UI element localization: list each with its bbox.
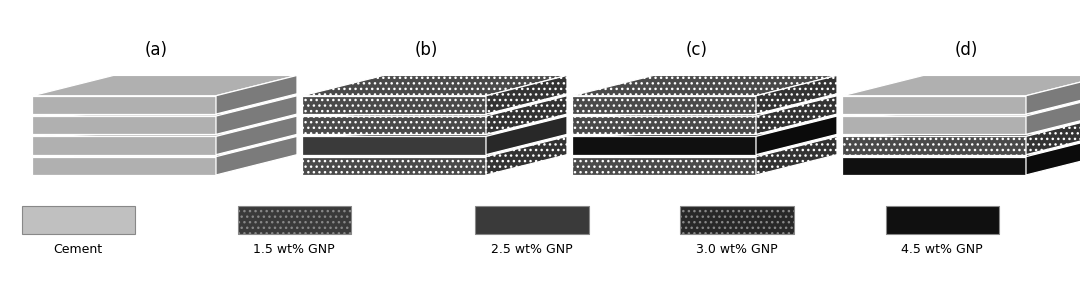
Polygon shape: [680, 206, 794, 234]
Polygon shape: [22, 206, 135, 234]
Polygon shape: [32, 134, 297, 136]
Polygon shape: [572, 134, 837, 136]
Polygon shape: [32, 157, 216, 175]
Polygon shape: [238, 206, 351, 234]
Polygon shape: [842, 116, 1026, 135]
Polygon shape: [32, 76, 297, 96]
Text: 1.5 wt% GNP: 1.5 wt% GNP: [254, 243, 335, 255]
Text: (b): (b): [415, 41, 438, 59]
Polygon shape: [302, 114, 567, 116]
Polygon shape: [486, 76, 567, 114]
Polygon shape: [475, 206, 589, 234]
Polygon shape: [572, 116, 756, 135]
Polygon shape: [302, 136, 486, 155]
Polygon shape: [572, 76, 837, 96]
Text: (c): (c): [686, 41, 707, 59]
Polygon shape: [1026, 96, 1080, 135]
Polygon shape: [486, 96, 567, 135]
Polygon shape: [302, 116, 486, 135]
Polygon shape: [486, 116, 567, 155]
Text: (d): (d): [955, 41, 978, 59]
Polygon shape: [572, 114, 837, 116]
Text: (a): (a): [145, 41, 168, 59]
Polygon shape: [1026, 136, 1080, 175]
Polygon shape: [572, 154, 837, 157]
Polygon shape: [842, 136, 1026, 155]
Text: 3.0 wt% GNP: 3.0 wt% GNP: [697, 243, 778, 255]
Polygon shape: [572, 157, 756, 175]
Polygon shape: [572, 96, 756, 114]
Polygon shape: [302, 154, 567, 157]
Text: 4.5 wt% GNP: 4.5 wt% GNP: [902, 243, 983, 255]
Polygon shape: [32, 154, 297, 157]
Polygon shape: [216, 76, 297, 114]
Polygon shape: [842, 114, 1080, 116]
Polygon shape: [756, 96, 837, 135]
Polygon shape: [842, 96, 1026, 114]
Polygon shape: [572, 136, 756, 155]
Polygon shape: [302, 76, 567, 96]
Polygon shape: [756, 76, 837, 114]
Polygon shape: [302, 134, 567, 136]
Polygon shape: [842, 157, 1026, 175]
Polygon shape: [842, 134, 1080, 136]
Polygon shape: [216, 116, 297, 155]
Polygon shape: [216, 96, 297, 135]
Polygon shape: [32, 114, 297, 116]
Polygon shape: [756, 116, 837, 155]
Text: 2.5 wt% GNP: 2.5 wt% GNP: [491, 243, 572, 255]
Polygon shape: [32, 116, 216, 135]
Polygon shape: [32, 96, 216, 114]
Polygon shape: [32, 136, 216, 155]
Polygon shape: [302, 96, 486, 114]
Polygon shape: [486, 136, 567, 175]
Polygon shape: [216, 136, 297, 175]
Polygon shape: [1026, 76, 1080, 114]
Polygon shape: [842, 154, 1080, 157]
Polygon shape: [1026, 116, 1080, 155]
Polygon shape: [756, 136, 837, 175]
Text: Cement: Cement: [54, 243, 103, 255]
Polygon shape: [842, 76, 1080, 96]
Polygon shape: [886, 206, 999, 234]
Polygon shape: [302, 157, 486, 175]
